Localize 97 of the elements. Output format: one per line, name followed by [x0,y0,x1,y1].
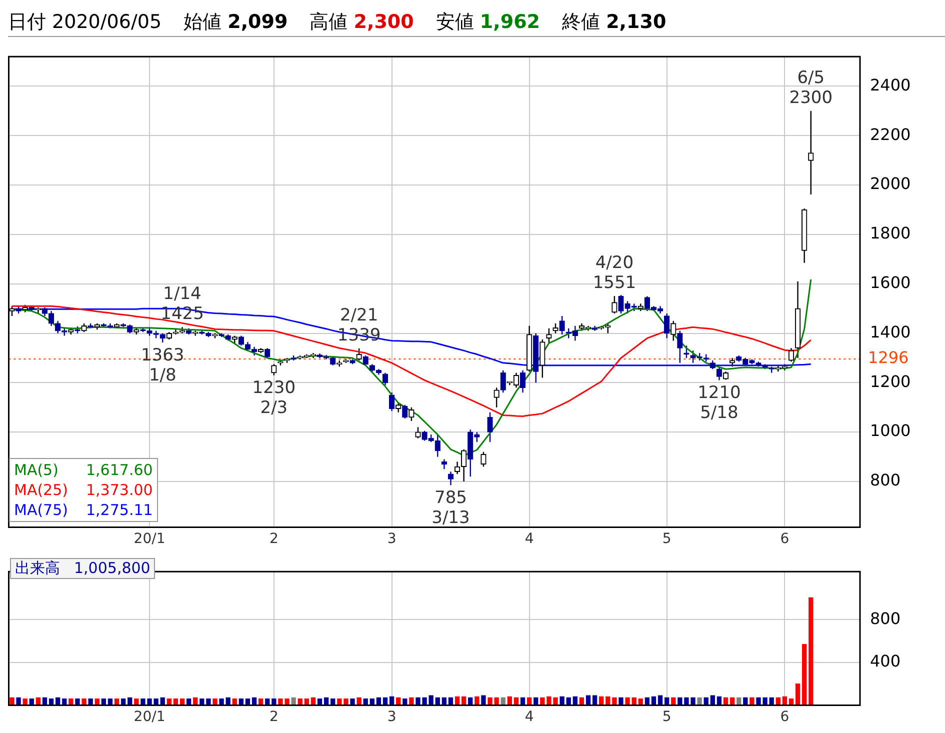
candlestick [388,392,395,412]
y-tick-label: 1800 [870,224,911,243]
x-tick-label: 20/1 [134,531,166,548]
candlestick [408,406,414,422]
candlestick [448,471,454,486]
candlestick [612,295,618,314]
annotation: 1/14 1425 [160,284,204,324]
bar [75,698,80,706]
y-tick-label: 1000 [870,421,911,440]
x-tick-label: 6 [780,709,790,726]
bar [10,697,14,706]
y-tick-label: 2000 [870,174,911,194]
bar [88,698,93,706]
bar [344,698,348,706]
candlestick [402,404,408,420]
candlestick [160,332,166,344]
annotation: 1,005,800 [74,559,150,577]
bar [481,695,486,706]
bar [212,698,218,706]
y-tick-label: 800 [870,470,901,490]
bar [291,697,296,706]
candlestick [494,387,500,408]
y-tick-label: 1200 [870,372,911,391]
text: 安値 1,962 [436,10,540,35]
x-tick-label: 20/1 [134,709,166,726]
bar [356,697,362,706]
annotation: 1363 1/8 [140,345,184,386]
bar [82,698,86,706]
candlestick [396,402,402,413]
x-tick-label: 2 [269,709,278,726]
text: 終値 2,130 [562,10,666,35]
annotation: 1230 2/3 [252,378,296,418]
annotation: 785 3/13 [432,488,470,528]
candlestick [670,320,676,342]
bar [795,683,800,706]
bar [560,696,564,706]
x-tick-label: 6 [780,531,790,548]
text: MA(5) [14,460,58,480]
candlestick [540,338,546,378]
bar [219,698,224,706]
candlestick [664,312,670,339]
chart-title: 出来高 [15,559,60,577]
annotation: 1210 5/18 [698,383,741,424]
x-tick-label: 5 [662,531,672,548]
annotation: 4/20 1551 [592,252,636,293]
text: MA(75) [14,500,68,520]
bar [474,696,480,706]
y-tick-label: 2400 [870,75,911,94]
bar [16,697,21,706]
x-tick-label: 4 [524,531,534,548]
x-tick-label: 5 [662,709,672,726]
x-tick-label: 3 [387,709,396,726]
text: 始値 2,099 [184,10,288,35]
x-tick-label: 3 [387,531,396,548]
bar [750,697,754,706]
candlestick [48,310,54,326]
y-tick-label: 2200 [870,124,911,144]
candlestick [788,348,794,362]
y-tick-label: 400 [870,652,901,671]
candlestick [559,315,565,336]
bar [618,697,624,706]
bar [625,697,630,706]
candlestick [716,366,722,381]
y-tick-label: 1600 [870,273,911,292]
x-tick-label: 4 [524,709,534,726]
candlestick [808,110,814,196]
annotation: 6/5 2300 [789,68,833,108]
text: MA(25) [14,480,68,500]
bar [272,698,276,706]
bar [409,697,414,706]
candlestick [415,426,421,439]
annotation: 1,275.11 [86,500,153,520]
chart-title: 日付 2020/06/05 [8,10,162,35]
candlestick [546,328,552,344]
candlestick [552,322,558,334]
bar [350,698,355,706]
candlestick [520,370,526,394]
y-tick-label: 800 [870,608,901,628]
ref-line-label: 1296 [868,348,909,368]
bar [802,644,807,706]
candlestick [356,348,362,362]
bar [697,697,702,706]
x-tick-label: 2 [269,531,278,548]
bar [206,698,211,706]
bar [68,698,74,706]
candlestick [480,451,486,468]
candlestick [500,370,506,394]
bar [808,597,814,706]
candlestick [271,364,277,376]
y-tick-label: 1400 [870,322,911,342]
bar [612,697,617,706]
candlestick [487,412,493,443]
annotation: 1,373.00 [86,480,153,500]
annotation: 1,617.60 [86,460,153,480]
candlestick [264,348,270,359]
text: 高値 2,300 [310,10,414,35]
candlestick [677,330,683,364]
